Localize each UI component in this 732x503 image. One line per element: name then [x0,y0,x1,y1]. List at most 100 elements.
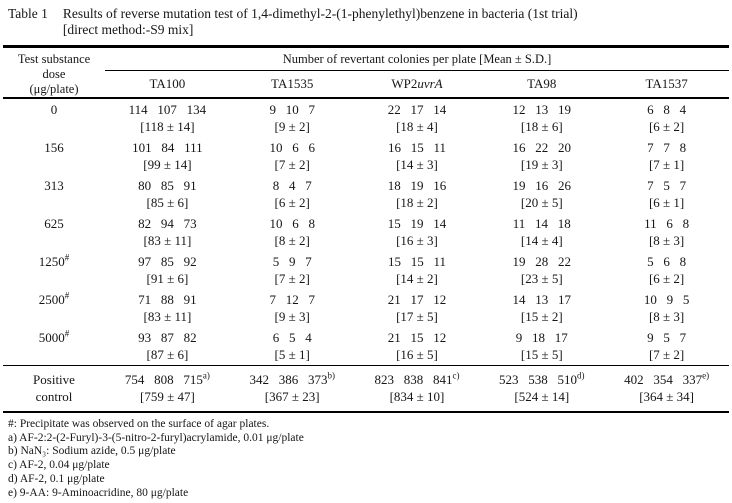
mean-sd: [15 ± 5] [520,347,563,362]
strain-header-ta100: TA100 [149,76,186,91]
data-cell: 10 9 5 [8 ± 3] [604,291,729,325]
data-cell: 19 28 22 [23 ± 5] [479,253,604,287]
mean-sd: [524 ± 14] [514,389,570,404]
mean-sd: [14 ± 3] [396,157,438,172]
table-row-dose-625: 625 82 94 73 [83 ± 11] 10 6 8 [8 ± 2] 15 1… [3,213,729,251]
mean-sd: [16 ± 3] [396,233,438,248]
mean-sd: [7 ± 2] [274,271,310,286]
colony-counts: 754 808 715a) [124,370,210,387]
mean-sd: [8 ± 3] [648,233,685,248]
colony-counts: 9 10 7 [269,102,315,117]
data-cell: 71 88 91 [83 ± 11] [105,291,230,325]
colony-counts: 402 354 337e) [624,370,710,387]
colony-counts: 71 88 91 [138,292,197,307]
data-cell: 114 107 134 [118 ± 14] [105,101,230,135]
mean-sd: [8 ± 3] [648,309,685,324]
mean-sd: [759 ± 47] [140,389,195,404]
positive-control-row: Positive control 754 808 715a) [759 ± 47]… [3,365,729,413]
data-cell: 21 17 12 [17 ± 5] [355,291,480,325]
footnote-a: a) AF-2:2-(2-Furyl)-3-(5-nitro-2-furyl)a… [8,431,304,444]
mean-sd: [99 ± 14] [143,157,192,172]
footnote-marker: d) [577,370,585,381]
colony-counts: 6 8 4 [647,102,687,117]
strain-header-row: TA100 TA1535 WP2uvrA TA98 TA1537 [105,71,729,96]
mean-sd: [14 ± 4] [520,233,563,248]
colony-counts: 82 94 73 [138,216,197,231]
data-cell: 101 84 111 [99 ± 14] [105,139,230,173]
colspan-header-text: Number of revertant colonies per plate [… [105,48,729,71]
strain-header-ta1537: TA1537 [645,76,688,91]
mean-sd: [6 ± 2] [274,195,310,210]
colony-counts: 10 6 6 [269,140,315,155]
mean-sd: [18 ± 4] [396,119,438,134]
colony-counts: 11 14 18 [512,216,571,231]
data-cell: 82 94 73 [83 ± 11] [105,215,230,249]
data-cell: 754 808 715a) [759 ± 47] [105,371,230,405]
colony-counts: 101 84 111 [132,140,203,155]
results-table: Test substance dose (μg/plate) Number of… [3,45,729,413]
data-cell: 523 538 510d) [524 ± 14] [479,371,604,405]
precipitate-marker: # [64,290,70,301]
table-row-dose-2500: 2500# 71 88 91 [83 ± 11] 7 12 7 [9 ± 3] 21… [3,289,729,327]
colony-counts: 16 22 20 [512,140,572,155]
strain-header-ta98: TA98 [527,76,557,91]
colony-counts: 7 5 7 [647,178,687,193]
data-cell: 5 9 7 [7 ± 2] [230,253,355,287]
data-cell: 823 838 841c) [834 ± 10] [355,371,480,405]
colony-counts: 21 17 12 [387,292,447,307]
data-cell: 12 13 19 [18 ± 6] [479,101,604,135]
mean-sd: [118 ± 14] [140,119,195,134]
footnotes: #: Precipitate was observed on the surfa… [3,413,729,500]
data-cell: 6 5 4 [5 ± 1] [230,329,355,363]
colony-counts: 5 6 8 [647,254,687,269]
precipitate-marker: # [64,252,70,263]
table-row-dose-1250: 1250# 97 85 92 [91 ± 6] 5 9 7 [7 ± 2] 15 1… [3,251,729,289]
mean-sd: [18 ± 6] [520,119,563,134]
colony-counts: 114 107 134 [128,102,207,117]
colony-counts: 7 7 8 [647,140,687,155]
data-cell: 15 15 11 [14 ± 2] [355,253,480,287]
mean-sd: [364 ± 34] [639,389,694,404]
footnote-d: d) AF-2, 0.1 μg/plate [8,472,105,485]
data-cell: 402 354 337e) [364 ± 34] [604,371,729,405]
data-cell: 80 85 91 [85 ± 6] [105,177,230,211]
colony-counts: 97 85 92 [138,254,197,269]
mean-sd: [83 ± 11] [143,233,192,248]
footnote-b: b) NaN₃: Sodium azide, 0.5 μg/plate [8,445,176,458]
colony-counts: 22 17 14 [387,102,447,117]
mean-sd: [834 ± 10] [389,389,445,404]
table-row-dose-5000: 5000# 93 87 82 [87 ± 6] 6 5 4 [5 ± 1] 21 1… [3,327,729,365]
mean-sd: [7 ± 2] [274,157,310,172]
data-cell: 22 17 14 [18 ± 4] [355,101,480,135]
mean-sd: [14 ± 2] [396,271,438,286]
colony-counts: 5 9 7 [272,254,312,269]
footnote-marker: b) [327,370,335,381]
colony-counts: 19 16 26 [512,178,572,193]
data-cell: 8 4 7 [6 ± 2] [230,177,355,211]
mean-sd: [9 ± 2] [274,119,310,134]
table-row-dose-156: 156 101 84 111 [99 ± 14] 10 6 6 [7 ± 2] 16… [3,137,729,175]
data-cell: 6 8 4 [6 ± 2] [604,101,729,135]
table-title-line-2: [direct method:-S9 mix] [62,22,194,37]
mean-sd: [5 ± 1] [274,347,310,362]
table-row-dose-0: 0 114 107 134 [118 ± 14] 9 10 7 [9 ± 2] 22… [3,99,729,137]
mean-sd: [367 ± 23] [264,389,320,404]
table-body: 0 114 107 134 [118 ± 14] 9 10 7 [9 ± 2] 22… [3,99,729,365]
data-cell: 18 19 16 [18 ± 2] [355,177,480,211]
data-cell: 16 22 20 [19 ± 3] [479,139,604,173]
dose-cell: 625 [44,216,64,231]
table-title: Table 1 Results of reverse mutation test… [3,6,729,38]
data-cell: 97 85 92 [91 ± 6] [105,253,230,287]
data-cell: 16 15 11 [14 ± 3] [355,139,480,173]
positive-control-label: Positive control [33,372,75,404]
data-cell: 7 12 7 [9 ± 3] [230,291,355,325]
colony-counts: 342 386 373b) [249,370,335,387]
mean-sd: [23 ± 5] [520,271,563,286]
data-cell: 19 16 26 [20 ± 5] [479,177,604,211]
mean-sd: [87 ± 6] [146,347,189,362]
footnote-marker: c) [452,370,460,381]
footnote-c: c) AF-2, 0.04 μg/plate [8,459,110,472]
colony-counts: 80 85 91 [138,178,197,193]
strain-header-wp2uvra: WP2uvrA [391,76,443,91]
